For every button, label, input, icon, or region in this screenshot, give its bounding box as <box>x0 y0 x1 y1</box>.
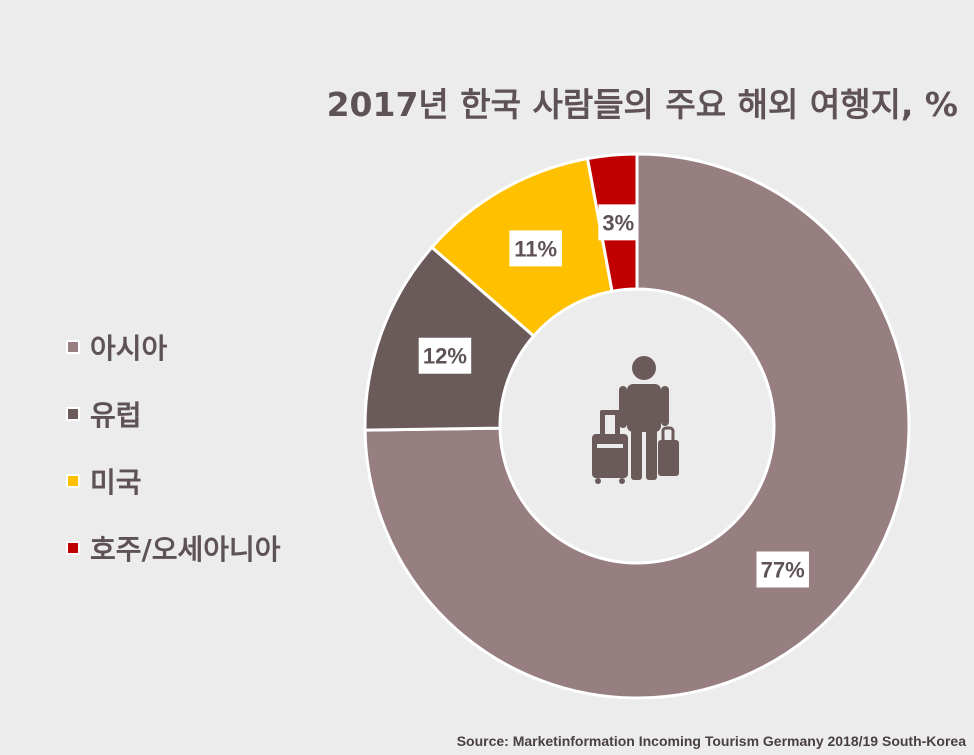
legend-label-europe: 유럽 <box>90 399 142 432</box>
legend-label-oceania: 호주/오세아니아 <box>90 533 281 566</box>
svg-text:12%: 12% <box>423 344 467 369</box>
legend-swatch-usa <box>66 474 80 488</box>
legend-item-asia: 아시아 <box>66 330 281 365</box>
svg-text:11%: 11% <box>514 236 557 261</box>
traveler-with-luggage-icon <box>592 356 679 484</box>
source-note: Source: Marketinformation Incoming Touri… <box>456 733 966 749</box>
legend-label-asia: 아시아 <box>90 332 168 365</box>
legend-swatch-europe <box>66 407 80 421</box>
legend: 아시아 유럽 미국 호주/오세아니아 <box>66 330 281 598</box>
value-label-usa: 11% <box>509 230 562 267</box>
chart-title: 2017년 한국 사람들의 주요 해외 여행지, % <box>326 85 958 124</box>
legend-item-oceania: 호주/오세아니아 <box>66 531 281 566</box>
legend-swatch-asia <box>66 340 80 354</box>
value-label-asia: 77% <box>756 551 809 588</box>
svg-text:3%: 3% <box>602 210 634 235</box>
legend-item-usa: 미국 <box>66 464 281 499</box>
donut-value-labels: 77% 12% 11% 3% <box>418 204 809 588</box>
legend-label-usa: 미국 <box>90 466 142 499</box>
svg-text:77%: 77% <box>761 557 805 582</box>
value-label-europe: 12% <box>418 337 472 374</box>
legend-item-europe: 유럽 <box>66 397 281 432</box>
legend-swatch-oceania <box>66 541 80 555</box>
value-label-oceania: 3% <box>598 204 639 241</box>
